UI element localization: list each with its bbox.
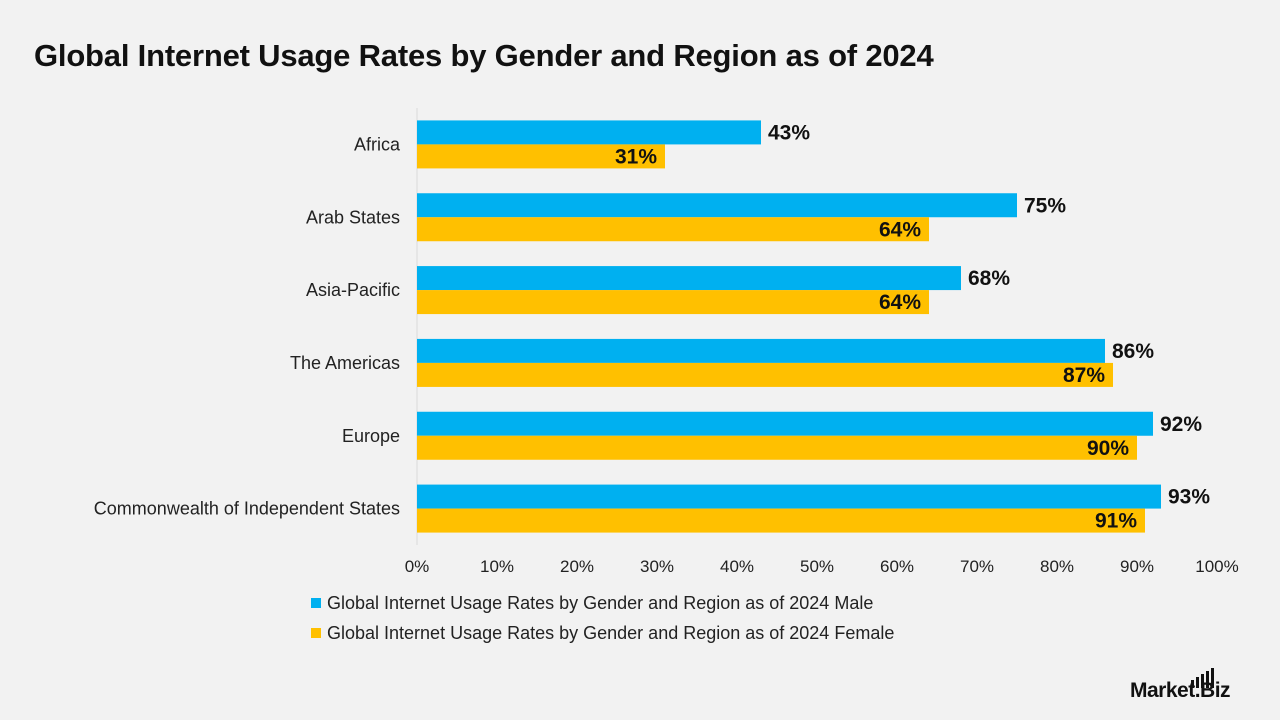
logo-graphic [1191, 668, 1214, 688]
bar-female [417, 144, 665, 169]
bar-male [417, 484, 1161, 509]
legend-label-female: Global Internet Usage Rates by Gender an… [327, 622, 895, 643]
data-label-female: 64% [879, 218, 921, 241]
category-label: Asia-Pacific [306, 280, 400, 300]
x-tick-label: 60% [880, 557, 914, 576]
category-label: Europe [342, 426, 400, 446]
data-label-female: 64% [879, 291, 921, 314]
bar-male [417, 193, 1017, 218]
bar-female [417, 290, 929, 315]
x-tick-label: 20% [560, 557, 594, 576]
x-tick-label: 90% [1120, 557, 1154, 576]
data-label-female: 31% [615, 145, 657, 168]
bar-male [417, 120, 761, 145]
category-label: The Americas [290, 353, 400, 373]
data-label-male: 75% [1024, 194, 1066, 217]
data-label-female: 87% [1063, 364, 1105, 387]
data-label-male: 93% [1168, 486, 1210, 509]
bar-female [417, 217, 929, 242]
data-label-female: 91% [1095, 510, 1137, 533]
legend: Global Internet Usage Rates by Gender an… [311, 588, 894, 648]
bar-male [417, 411, 1153, 436]
x-tick-label: 80% [1040, 557, 1074, 576]
x-tick-label: 0% [405, 557, 430, 576]
x-tick-label: 40% [720, 557, 754, 576]
x-tick-label: 50% [800, 557, 834, 576]
legend-item-male: Global Internet Usage Rates by Gender an… [311, 588, 894, 618]
data-label-female: 90% [1087, 437, 1129, 460]
bar-female [417, 508, 1145, 533]
legend-label-male: Global Internet Usage Rates by Gender an… [327, 592, 874, 613]
bar-male [417, 338, 1105, 363]
legend-item-female: Global Internet Usage Rates by Gender an… [311, 618, 894, 648]
category-label: Arab States [306, 207, 400, 227]
bar-female [417, 362, 1113, 387]
bar-female [417, 435, 1137, 460]
x-tick-label: 10% [480, 557, 514, 576]
x-tick-label: 70% [960, 557, 994, 576]
category-label: Africa [354, 134, 401, 154]
chart-title: Global Internet Usage Rates by Gender an… [34, 38, 934, 73]
x-tick-label: 30% [640, 557, 674, 576]
data-label-male: 86% [1112, 340, 1154, 363]
data-label-male: 92% [1160, 413, 1202, 436]
data-label-male: 68% [968, 267, 1010, 290]
x-tick-label: 100% [1195, 557, 1238, 576]
logo-text: Market.Biz [1130, 679, 1231, 702]
data-label-male: 43% [768, 121, 810, 144]
brand-logo [1130, 668, 1260, 704]
legend-swatch-female [311, 628, 321, 638]
bar-male [417, 266, 961, 291]
category-label: Commonwealth of Independent States [94, 499, 400, 519]
legend-swatch-male [311, 598, 321, 608]
